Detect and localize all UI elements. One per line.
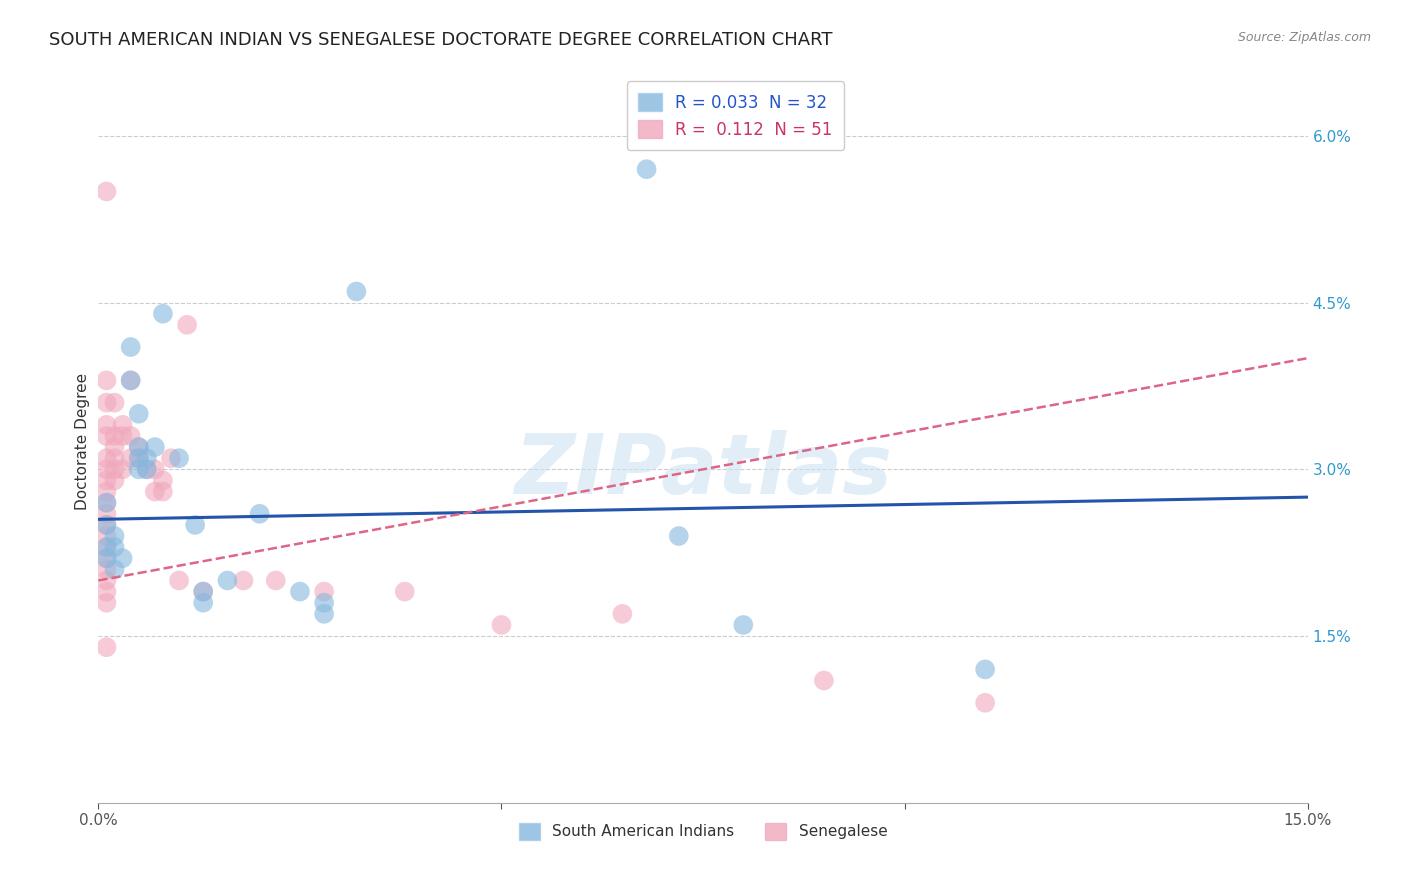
Point bbox=[103, 529, 125, 543]
Point bbox=[103, 462, 125, 476]
Point bbox=[96, 496, 118, 510]
Point bbox=[96, 562, 118, 576]
Point bbox=[128, 451, 150, 466]
Point bbox=[491, 618, 513, 632]
Point bbox=[96, 529, 118, 543]
Point bbox=[120, 451, 142, 466]
Point bbox=[612, 607, 634, 621]
Point bbox=[143, 484, 166, 499]
Point bbox=[193, 584, 215, 599]
Point bbox=[314, 607, 336, 621]
Point bbox=[96, 373, 118, 387]
Point bbox=[193, 584, 215, 599]
Point bbox=[167, 574, 190, 588]
Text: ZIPatlas: ZIPatlas bbox=[515, 430, 891, 511]
Point bbox=[143, 440, 166, 454]
Point bbox=[96, 584, 118, 599]
Text: Source: ZipAtlas.com: Source: ZipAtlas.com bbox=[1237, 31, 1371, 45]
Point bbox=[193, 596, 215, 610]
Point bbox=[974, 662, 997, 676]
Point bbox=[96, 185, 118, 199]
Point bbox=[128, 407, 150, 421]
Point bbox=[96, 507, 118, 521]
Point bbox=[249, 507, 271, 521]
Point bbox=[96, 429, 118, 443]
Point bbox=[103, 474, 125, 488]
Point bbox=[120, 429, 142, 443]
Point bbox=[264, 574, 287, 588]
Point bbox=[111, 417, 134, 432]
Point bbox=[176, 318, 198, 332]
Point bbox=[96, 417, 118, 432]
Point bbox=[974, 696, 997, 710]
Point bbox=[96, 517, 118, 532]
Point bbox=[143, 462, 166, 476]
Point bbox=[111, 551, 134, 566]
Point bbox=[96, 596, 118, 610]
Point bbox=[636, 162, 658, 177]
Point bbox=[135, 462, 157, 476]
Point bbox=[128, 440, 150, 454]
Point bbox=[96, 540, 118, 554]
Point bbox=[103, 395, 125, 409]
Point bbox=[96, 517, 118, 532]
Point bbox=[103, 429, 125, 443]
Point bbox=[152, 307, 174, 321]
Point bbox=[120, 340, 142, 354]
Point bbox=[111, 462, 134, 476]
Point bbox=[96, 462, 118, 476]
Y-axis label: Doctorate Degree: Doctorate Degree bbox=[75, 373, 90, 510]
Point bbox=[103, 540, 125, 554]
Point bbox=[96, 574, 118, 588]
Point bbox=[96, 496, 118, 510]
Point bbox=[135, 451, 157, 466]
Point bbox=[96, 551, 118, 566]
Point bbox=[288, 584, 311, 599]
Point bbox=[96, 640, 118, 655]
Point bbox=[394, 584, 416, 599]
Point bbox=[103, 451, 125, 466]
Point bbox=[120, 373, 142, 387]
Text: SOUTH AMERICAN INDIAN VS SENEGALESE DOCTORATE DEGREE CORRELATION CHART: SOUTH AMERICAN INDIAN VS SENEGALESE DOCT… bbox=[49, 31, 832, 49]
Point bbox=[128, 451, 150, 466]
Point bbox=[184, 517, 207, 532]
Point bbox=[135, 462, 157, 476]
Point bbox=[96, 474, 118, 488]
Point bbox=[152, 474, 174, 488]
Point bbox=[103, 562, 125, 576]
Point bbox=[344, 285, 367, 299]
Point bbox=[813, 673, 835, 688]
Point bbox=[120, 373, 142, 387]
Point bbox=[668, 529, 690, 543]
Point bbox=[160, 451, 183, 466]
Point bbox=[96, 395, 118, 409]
Point bbox=[96, 551, 118, 566]
Point bbox=[128, 462, 150, 476]
Point bbox=[128, 440, 150, 454]
Point bbox=[314, 584, 336, 599]
Point bbox=[96, 540, 118, 554]
Point bbox=[232, 574, 254, 588]
Point bbox=[314, 596, 336, 610]
Point bbox=[167, 451, 190, 466]
Point bbox=[217, 574, 239, 588]
Legend: South American Indians, Senegalese: South American Indians, Senegalese bbox=[513, 817, 893, 846]
Point bbox=[96, 484, 118, 499]
Point bbox=[152, 484, 174, 499]
Point bbox=[733, 618, 755, 632]
Point bbox=[111, 429, 134, 443]
Point bbox=[103, 440, 125, 454]
Point bbox=[96, 451, 118, 466]
